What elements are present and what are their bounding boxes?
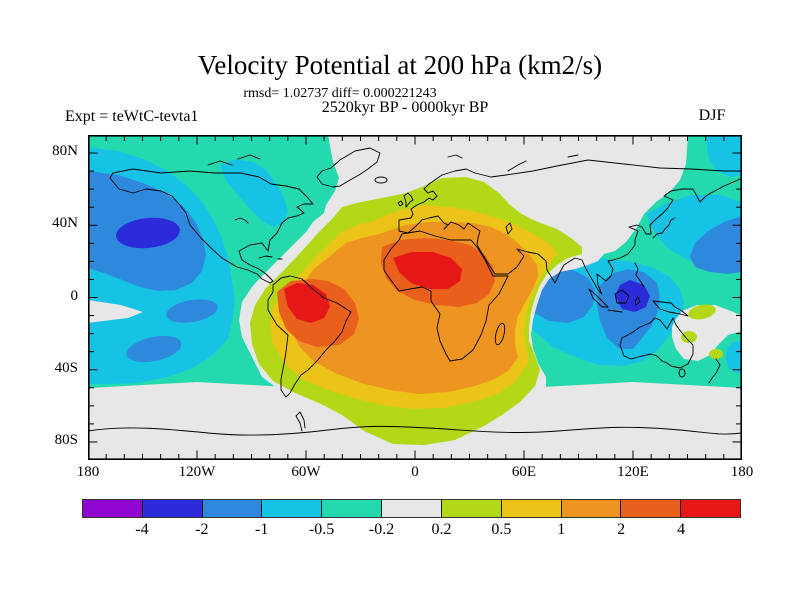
coast-borneo [614,289,630,304]
colorbar-segment [142,500,203,517]
colorbar-label: -2 [195,521,209,538]
colorbar-segment [441,500,502,517]
coast-philippines [634,262,645,288]
coast-greenland [316,147,381,188]
season-label: DJF [698,107,726,124]
contour-green-melanesia [688,304,716,320]
contour-darkblue-maritime [615,280,650,312]
colorbar-segment [83,500,143,517]
coast-africa [383,230,509,362]
y-axis-label: 40N [52,215,78,232]
contour-cyan-canada [220,159,288,227]
colorbar-segment [322,500,383,517]
contour-cyan-east-of-nz [726,341,742,373]
coast-eurasia [398,159,742,295]
map-frame [88,135,742,460]
coast-sumatra-java [588,288,623,313]
x-axis-label: 180 [76,464,100,480]
coast-north-america [109,168,314,284]
coast-tasmania [678,368,686,378]
colorbar-label: -4 [135,521,149,538]
colorbar-label: 1 [557,521,566,538]
coast-south-america [267,275,352,398]
y-axis-label: 80S [54,431,78,448]
map-ticks [88,136,742,459]
map-plot-area [88,135,742,460]
colorbar-label: 4 [677,521,686,538]
colorbar-label: 0.5 [491,521,512,538]
y-axis-label: 80N [52,143,78,160]
colorbar-label: 0.2 [431,521,452,538]
contour-blue-west-of-dateline [690,216,742,274]
contour-gray-coral-sea [672,305,742,361]
coast-sulawesi [634,296,641,306]
x-axis-label: 120W [178,464,216,480]
colorbar-segment [262,500,323,517]
contour-cyan-top-right [706,135,742,177]
coast-japan [652,217,676,239]
colorbar-segment [382,500,442,517]
contour-darkblue-north-pacific [116,217,180,249]
colorbar-segment [561,500,622,517]
coast-iceland [374,176,388,184]
contour-green-coral-sea-spot [681,331,697,343]
contour-blue-south-pacific-1 [166,299,218,323]
colorbar-segment [621,500,682,517]
coast-australia [619,317,694,369]
contour-blue-south-pacific-2 [126,335,182,363]
colorbar-segment [501,500,562,517]
world-contour-map [88,135,742,460]
x-axis-label: 0 [411,464,419,480]
colorbar-segment [681,500,740,517]
colorbar-labels: -4 -2 -1 -0.5 -0.2 0.2 0.5 1 2 4 [82,521,741,543]
coast-caribbean [258,255,283,260]
coastlines [88,147,742,436]
colorbar [82,499,741,518]
coast-new-zealand [708,358,721,384]
contour-red-africa [393,252,462,289]
experiment-label: Expt = teWtC-tevta1 [65,108,199,125]
colorbar-label: 2 [617,521,626,538]
colorbar-segment [202,500,263,517]
page-title: Velocity Potential at 200 hPa (km2/s) [197,50,603,80]
y-axis-label: 40S [54,359,78,376]
x-axis-label: 180 [730,464,754,480]
y-axis-label: 0 [70,287,79,304]
contour-fills [88,135,742,460]
coast-new-guinea [652,300,689,317]
coast-antarctica [88,425,742,436]
contour-gray-west-equatorial-tongue [88,300,143,323]
rmsd-diff-annotation: rmsd= 1.02737 diff= 0.000221243 [243,86,437,101]
period-annotation: 2520kyr BP - 0000kyr BP [321,99,489,116]
colorbar-label: -1 [255,521,269,538]
coast-antarctic-peninsula [295,411,306,432]
coast-great-lakes [234,217,249,224]
x-axis-label: 60E [511,464,537,480]
colorbar-label: -0.5 [308,521,335,538]
contour-green-tasman-spot [709,349,723,359]
coast-britain-ireland [397,192,414,208]
coast-madagascar [494,322,506,346]
coast-arctic-islands [207,154,579,172]
x-axis-label: 120E [617,464,649,480]
colorbar-label: -0.2 [368,521,395,538]
x-axis-label: 60W [291,464,321,480]
coast-caspian [505,222,513,235]
